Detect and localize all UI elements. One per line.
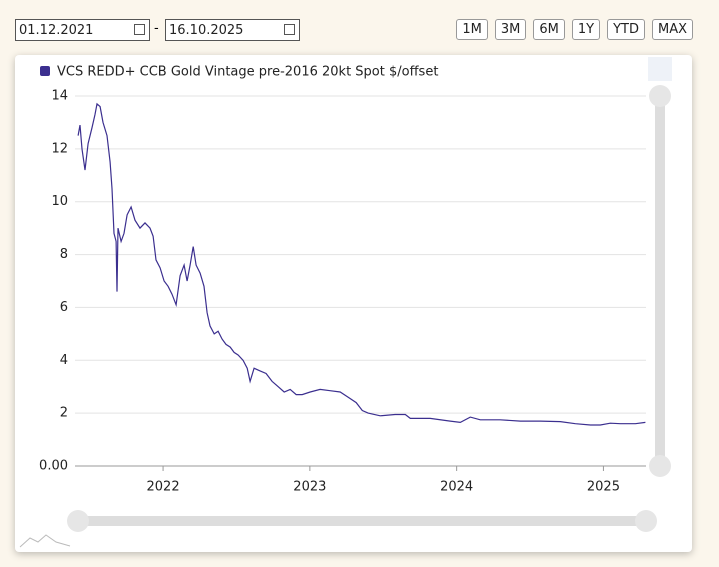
- vertical-scrollbar[interactable]: [655, 96, 665, 466]
- y-tick-label: 14: [51, 89, 68, 104]
- y-tick-label: 12: [51, 141, 68, 156]
- range-button[interactable]: 3M: [494, 19, 527, 40]
- legend-swatch: [40, 66, 50, 76]
- range-button[interactable]: 1M: [456, 19, 488, 40]
- x-tick-label: 2022: [147, 480, 180, 495]
- menu-area[interactable]: [648, 57, 672, 81]
- chart-card: [15, 55, 692, 552]
- date-to: 16.10.2025: [169, 23, 244, 38]
- x-tick-label: 2025: [587, 480, 620, 495]
- date-from: 01.12.2021: [19, 23, 94, 38]
- range-button[interactable]: 6M: [533, 19, 565, 40]
- date-to-input[interactable]: 16.10.2025: [165, 19, 300, 41]
- calendar-icon[interactable]: [284, 24, 295, 35]
- navigator-icon: [19, 534, 71, 548]
- legend-label: VCS REDD+ CCB Gold Vintage pre-2016 20kt…: [57, 65, 438, 80]
- horizontal-scrollbar[interactable]: [78, 516, 646, 526]
- y-tick-label: 4: [60, 353, 68, 368]
- x-tick-label: 2024: [440, 480, 473, 495]
- series-line: [77, 102, 646, 426]
- y-tick-label: 2: [60, 406, 68, 421]
- range-buttons: 1M 3M 6M 1Y YTD MAX: [456, 19, 693, 40]
- y-tick-label: 6: [60, 300, 68, 315]
- separator: -: [154, 21, 159, 36]
- y-tick-label: 0.00: [39, 459, 68, 474]
- scroll-handle[interactable]: [649, 85, 671, 107]
- y-tick-label: 10: [51, 194, 68, 209]
- y-tick-label: 8: [60, 247, 68, 262]
- scroll-handle[interactable]: [649, 455, 671, 477]
- x-tick-label: 2023: [293, 480, 326, 495]
- date-from-input[interactable]: 01.12.2021: [15, 19, 150, 41]
- scroll-handle[interactable]: [67, 510, 89, 532]
- scroll-handle[interactable]: [635, 510, 657, 532]
- calendar-icon[interactable]: [134, 24, 145, 35]
- range-button[interactable]: MAX: [651, 19, 693, 40]
- range-button[interactable]: 1Y: [571, 19, 601, 40]
- range-button[interactable]: YTD: [607, 19, 645, 40]
